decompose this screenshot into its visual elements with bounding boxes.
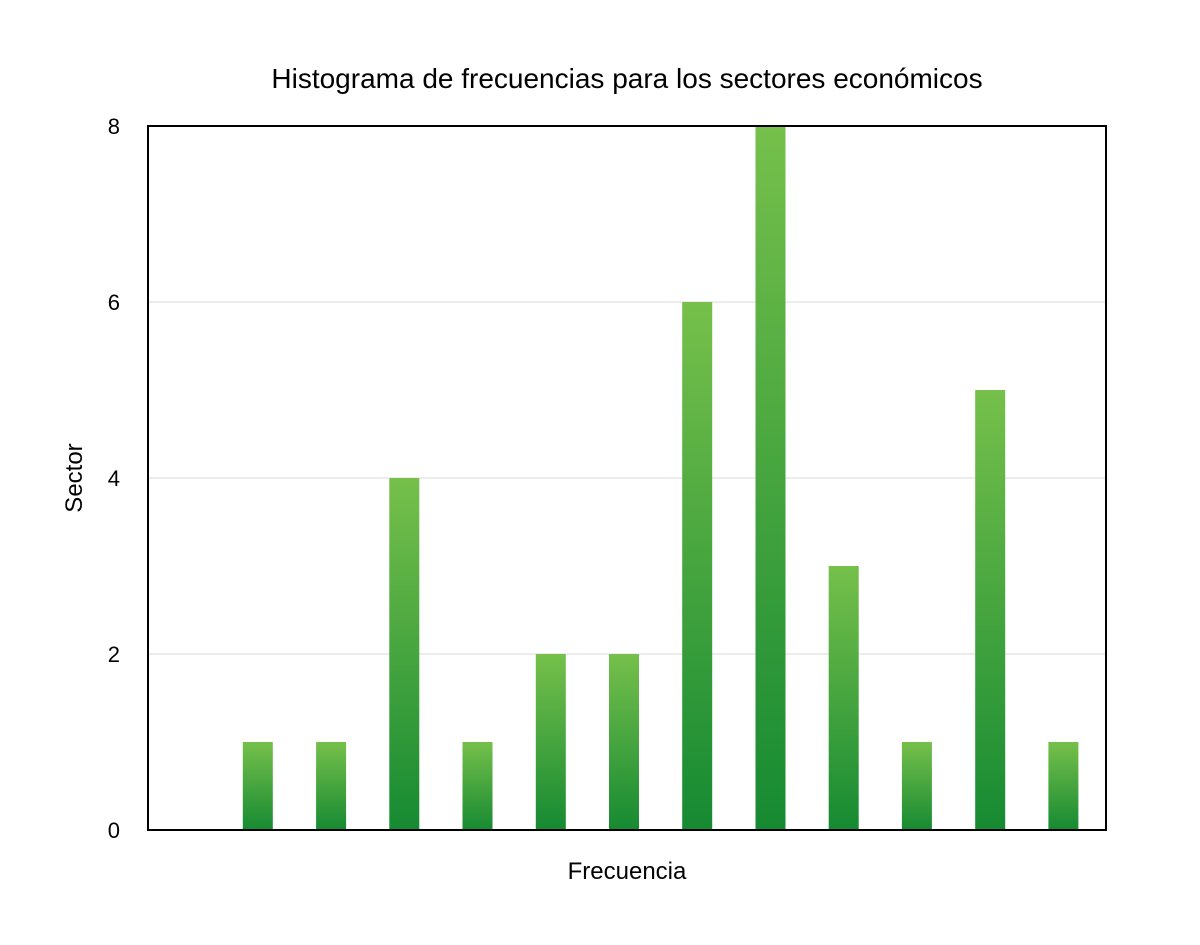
y-tick-label: 8 <box>108 114 120 139</box>
histogram-bar <box>609 654 639 830</box>
y-tick-label: 0 <box>108 818 120 843</box>
gridlines <box>148 301 1106 655</box>
y-tick-label: 2 <box>108 642 120 667</box>
bars <box>242 126 1079 830</box>
plot-frame <box>147 125 1107 831</box>
histogram-bar <box>682 302 713 830</box>
y-tick-label: 4 <box>108 466 120 491</box>
y-axis-label: Sector <box>61 443 88 512</box>
histogram-bar <box>901 742 932 830</box>
y-tick-label: 6 <box>108 290 120 315</box>
histogram-bar <box>462 742 493 830</box>
histogram-bar <box>755 126 786 830</box>
histogram-bar <box>242 742 273 830</box>
histogram-bar <box>316 742 347 830</box>
x-axis-label: Frecuencia <box>568 858 687 885</box>
chart-title: Histograma de frecuencias para los secto… <box>271 63 982 94</box>
histogram-bar <box>975 390 1006 830</box>
histogram-bar <box>1048 742 1079 830</box>
y-tick-labels: 0 2 4 6 8 <box>108 114 120 843</box>
histogram-bar <box>828 566 859 830</box>
histogram-bar <box>389 478 420 830</box>
histogram-bar <box>535 654 566 830</box>
